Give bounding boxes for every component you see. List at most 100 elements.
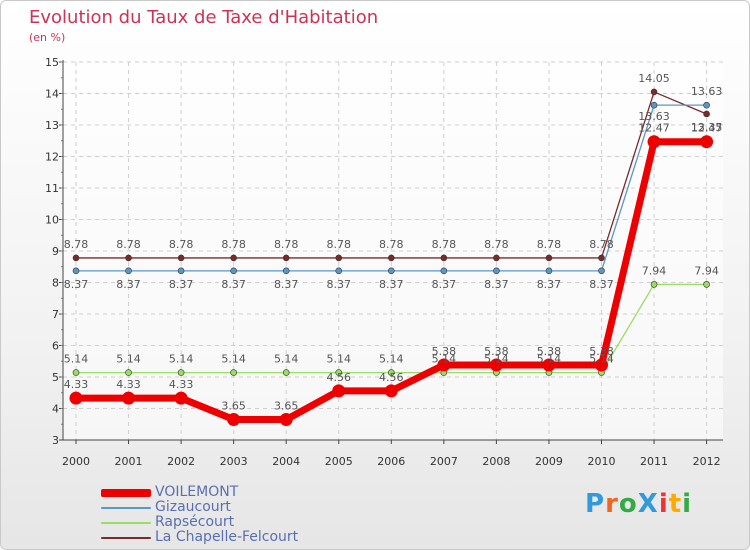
data-label: 4.33 bbox=[64, 378, 89, 391]
data-point bbox=[703, 110, 710, 118]
data-label: 4.56 bbox=[379, 371, 404, 384]
data-point bbox=[72, 254, 80, 262]
y-tick-label: 8 bbox=[52, 277, 59, 290]
data-label: 13.63 bbox=[691, 85, 723, 98]
y-tick-label: 12 bbox=[45, 151, 59, 164]
data-point bbox=[703, 101, 710, 109]
data-point bbox=[279, 413, 293, 427]
data-point bbox=[493, 254, 500, 262]
legend-label: La Chapelle-Felcourt bbox=[155, 529, 299, 545]
data-point bbox=[650, 101, 658, 109]
y-tick-label: 15 bbox=[45, 56, 59, 69]
data-point bbox=[125, 369, 132, 376]
y-tick-label: 5 bbox=[52, 371, 59, 384]
data-label: 5.14 bbox=[484, 353, 509, 366]
legend-item: Rapsécourt bbox=[101, 515, 298, 530]
data-label: 8.37 bbox=[379, 278, 404, 291]
data-label: 12.47 bbox=[638, 122, 670, 135]
y-tick-label: 6 bbox=[52, 340, 59, 353]
data-label: 8.78 bbox=[379, 238, 404, 251]
data-point bbox=[177, 254, 185, 262]
data-label: 8.78 bbox=[432, 238, 457, 251]
data-label: 7.94 bbox=[642, 264, 667, 277]
data-point bbox=[177, 267, 185, 275]
data-point bbox=[335, 267, 343, 275]
legend-item: VOILEMONT bbox=[101, 485, 298, 500]
data-point bbox=[230, 267, 237, 275]
data-point bbox=[650, 281, 658, 288]
data-label: 8.78 bbox=[116, 238, 141, 251]
data-label: 8.37 bbox=[589, 278, 614, 291]
data-label: 7.94 bbox=[694, 264, 719, 277]
x-tick-label: 2007 bbox=[430, 455, 458, 468]
y-tick-label: 14 bbox=[45, 88, 59, 101]
data-point bbox=[437, 358, 451, 372]
data-point bbox=[440, 267, 448, 275]
data-label: 5.38 bbox=[484, 345, 509, 358]
x-tick-label: 2001 bbox=[115, 455, 143, 468]
x-tick-label: 2011 bbox=[640, 455, 668, 468]
data-point bbox=[72, 369, 80, 376]
legend-swatch bbox=[101, 536, 151, 539]
data-label: 4.56 bbox=[327, 371, 352, 384]
data-label: 8.37 bbox=[221, 278, 246, 291]
legend: VOILEMONT Gizaucourt Rapsécourt La Chapelle… bbox=[101, 485, 298, 545]
data-label: 5.38 bbox=[589, 345, 614, 358]
data-label: 8.37 bbox=[116, 278, 141, 291]
data-label: 8.78 bbox=[64, 238, 89, 251]
data-label: 8.37 bbox=[432, 278, 457, 291]
data-point bbox=[542, 358, 556, 372]
data-point bbox=[282, 369, 290, 376]
data-point bbox=[387, 267, 395, 275]
data-point bbox=[545, 267, 553, 275]
data-point bbox=[384, 384, 398, 398]
x-tick-label: 2000 bbox=[62, 455, 90, 468]
data-point bbox=[122, 391, 136, 405]
data-label: 8.78 bbox=[274, 238, 299, 251]
y-tick-label: 11 bbox=[45, 182, 59, 195]
data-label: 5.14 bbox=[379, 353, 404, 366]
data-point bbox=[282, 254, 290, 262]
legend-label: VOILEMONT bbox=[155, 484, 239, 500]
data-point bbox=[650, 88, 658, 96]
data-point bbox=[332, 384, 346, 398]
data-label: 5.14 bbox=[64, 353, 89, 366]
data-point bbox=[230, 254, 237, 262]
chart-title: Evolution du Taux de Taxe d'Habitation bbox=[29, 7, 379, 28]
data-point bbox=[598, 267, 605, 275]
data-label: 8.37 bbox=[484, 278, 509, 291]
data-label: 8.37 bbox=[274, 278, 299, 291]
data-label: 4.33 bbox=[169, 378, 194, 391]
data-label: 5.38 bbox=[432, 345, 457, 358]
data-point bbox=[489, 358, 503, 372]
data-label: 8.78 bbox=[221, 238, 246, 251]
data-point bbox=[282, 267, 290, 275]
proxiti-logo: ProXiti bbox=[585, 489, 693, 519]
data-label: 8.78 bbox=[484, 238, 509, 251]
x-tick-label: 2010 bbox=[588, 455, 616, 468]
x-tick-label: 2002 bbox=[167, 455, 195, 468]
y-tick-label: 7 bbox=[52, 308, 59, 321]
data-point bbox=[440, 254, 448, 262]
data-point bbox=[69, 391, 83, 405]
y-tick-label: 3 bbox=[52, 434, 59, 447]
y-tick-label: 10 bbox=[45, 214, 59, 227]
x-tick-label: 2008 bbox=[482, 455, 510, 468]
data-label: 8.78 bbox=[537, 238, 562, 251]
x-tick-label: 2005 bbox=[325, 455, 353, 468]
data-point bbox=[125, 267, 132, 275]
y-tick-label: 4 bbox=[52, 403, 59, 416]
y-tick-label: 9 bbox=[52, 245, 59, 258]
data-label: 12.47 bbox=[691, 122, 723, 135]
data-point bbox=[595, 358, 608, 372]
data-label: 13.63 bbox=[638, 110, 670, 123]
legend-swatch bbox=[101, 506, 151, 509]
chart-subtitle: (en %) bbox=[29, 31, 66, 44]
data-point bbox=[647, 135, 661, 149]
data-point bbox=[227, 413, 241, 427]
x-tick-label: 2004 bbox=[272, 455, 300, 468]
data-label: 8.78 bbox=[589, 238, 614, 251]
x-tick-label: 2012 bbox=[693, 455, 721, 468]
